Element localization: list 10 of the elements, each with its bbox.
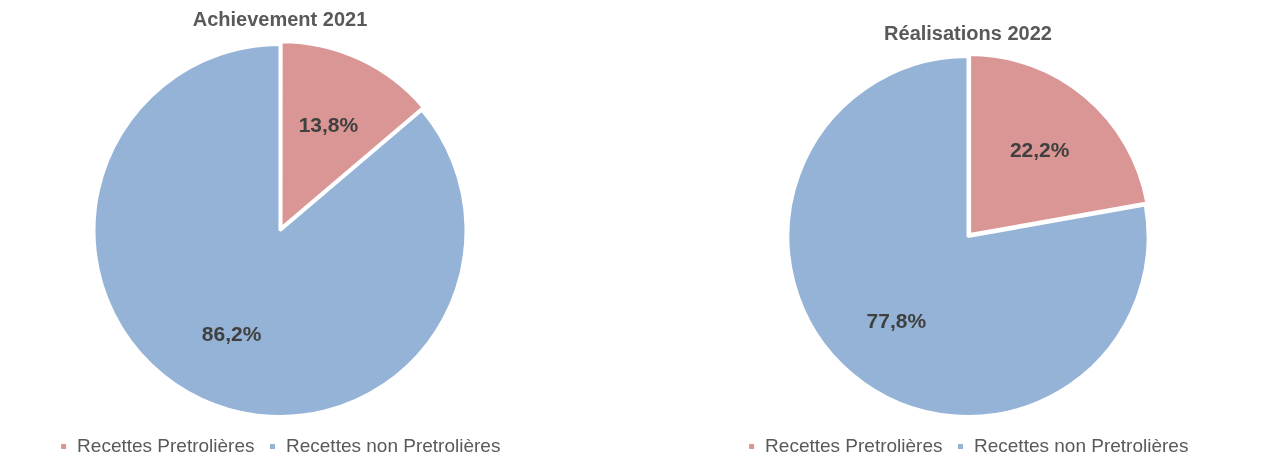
data-label: 22,2%	[1009, 137, 1070, 161]
legend-label: Recettes non Pretrolières	[974, 434, 1189, 456]
data-label: 86,2%	[201, 321, 262, 345]
chart-title: Réalisations 2022	[884, 21, 1052, 44]
legend-label: Recettes Pretrolières	[77, 434, 255, 456]
data-label: 77,8%	[866, 308, 927, 332]
legend-label: Recettes non Pretrolières	[286, 434, 501, 456]
chart-title: Achievement 2021	[192, 7, 368, 30]
legend-label: Recettes Pretrolières	[765, 434, 943, 456]
data-label: 13,8%	[298, 112, 359, 136]
